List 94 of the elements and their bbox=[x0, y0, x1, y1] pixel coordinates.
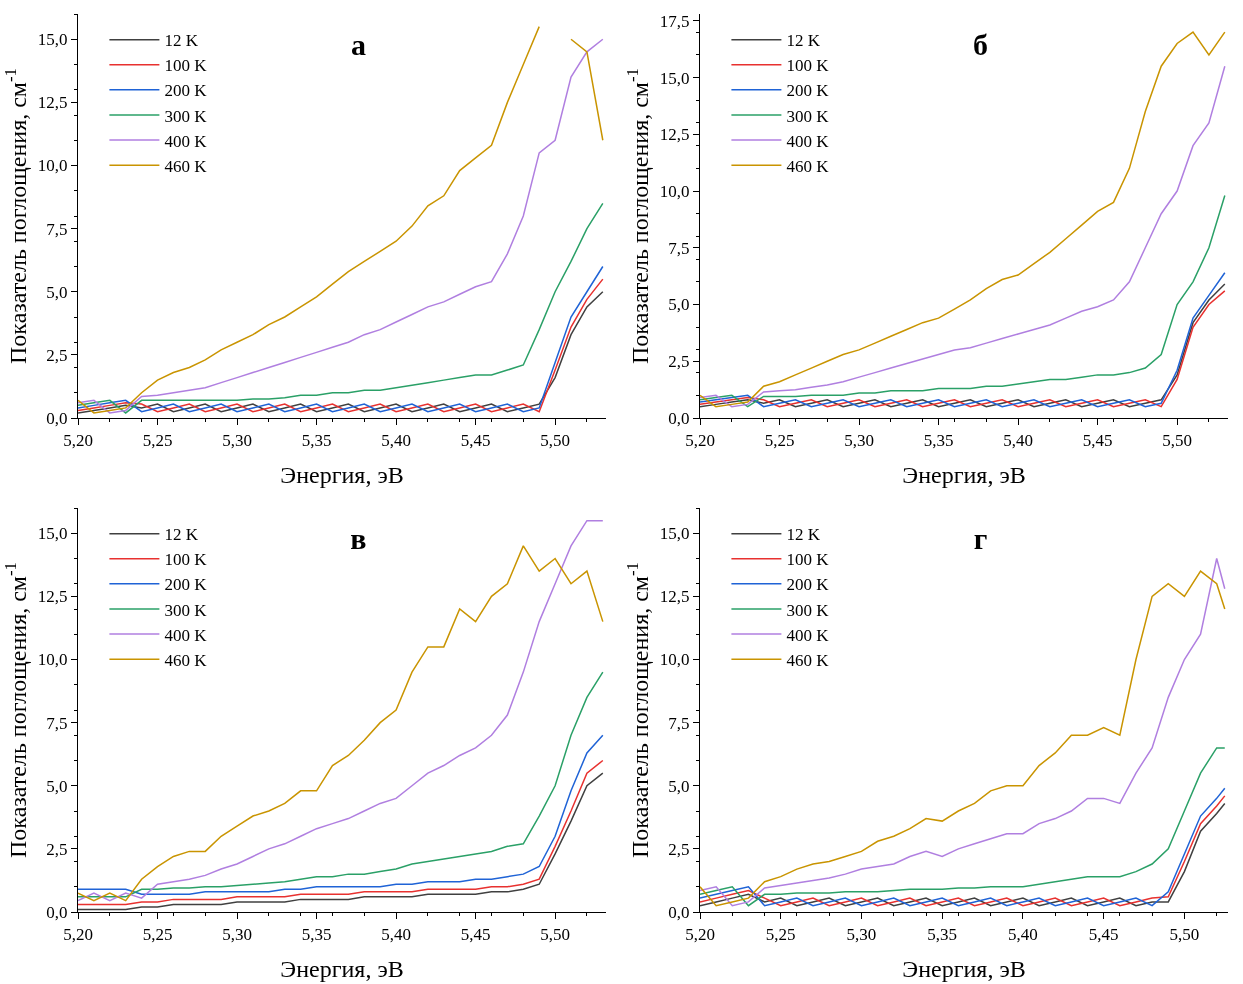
legend-label: 100 K bbox=[164, 550, 208, 570]
x-tick-label: 5,20 bbox=[63, 924, 93, 944]
y-tick-label: 5,0 bbox=[46, 282, 68, 302]
legend-label: 12 K bbox=[786, 31, 821, 51]
legend-label: 12 K bbox=[786, 525, 821, 545]
x-tick-label: 5,35 bbox=[923, 430, 954, 450]
y-tick-label: 10,0 bbox=[659, 181, 690, 201]
y-tick-label: 15,0 bbox=[37, 524, 68, 544]
y-tick-label: 12,5 bbox=[659, 125, 690, 145]
legend-label: 300 K bbox=[164, 106, 208, 126]
y-tick-label: 12,5 bbox=[37, 93, 68, 113]
y-tick-label: 7,5 bbox=[668, 238, 690, 258]
x-tick-label: 5,35 bbox=[927, 924, 958, 944]
y-tick-label: 2,5 bbox=[46, 839, 68, 859]
legend-label: 100 K bbox=[786, 56, 830, 76]
y-tick-label: 0,0 bbox=[668, 408, 690, 428]
x-tick-label: 5,45 bbox=[460, 430, 491, 450]
x-tick-label: 5,40 bbox=[1003, 430, 1033, 450]
legend-label: 200 K bbox=[786, 81, 830, 101]
legend-label: 460 K bbox=[786, 650, 830, 670]
line-series bbox=[700, 194, 1226, 408]
x-tick-label: 5,40 bbox=[381, 430, 411, 450]
line-series bbox=[78, 671, 604, 898]
x-tick-label: 5,20 bbox=[685, 430, 715, 450]
x-tick-label: 5,30 bbox=[846, 924, 877, 944]
x-axis-title: Энергия, эВ bbox=[902, 956, 1026, 982]
y-tick-label: 10,0 bbox=[37, 156, 68, 176]
legend-label: 400 K bbox=[164, 625, 208, 645]
y-tick-label: 7,5 bbox=[668, 713, 690, 733]
text: а bbox=[350, 28, 366, 62]
line-series bbox=[78, 202, 604, 414]
legend-label: 100 K bbox=[164, 56, 208, 76]
x-tick-label: 5,35 bbox=[301, 430, 332, 450]
x-tick-label: 5,35 bbox=[301, 924, 332, 944]
x-tick-label: 5,25 bbox=[142, 430, 173, 450]
x-tick-label: 5,20 bbox=[685, 924, 715, 944]
y-tick-label: 5,0 bbox=[668, 776, 690, 796]
x-axis-title: Энергия, эВ bbox=[280, 462, 404, 488]
legend-label: 400 K bbox=[164, 131, 208, 151]
x-axis-title: Энергия, эВ bbox=[280, 956, 404, 982]
legend-label: 400 K bbox=[786, 131, 830, 151]
y-tick-label: 12,5 bbox=[659, 587, 690, 607]
text: г bbox=[973, 522, 988, 556]
y-tick-label: 15,0 bbox=[37, 30, 68, 50]
x-tick-label: 5,30 bbox=[222, 924, 252, 944]
x-axis-title: Энергия, эВ bbox=[902, 462, 1026, 488]
y-tick-label: 7,5 bbox=[46, 713, 68, 733]
line-series bbox=[700, 747, 1226, 907]
x-tick-label: 5,25 bbox=[142, 924, 173, 944]
legend-label: 100 K bbox=[786, 550, 830, 570]
legend-label: 460 K bbox=[164, 156, 208, 176]
y-tick-label: 2,5 bbox=[46, 345, 68, 365]
legend-label: 400 K bbox=[786, 625, 830, 645]
y-tick-label: 17,5 bbox=[659, 11, 690, 31]
y-tick-label: 15,0 bbox=[659, 68, 690, 88]
legend-label: 12 K bbox=[164, 31, 199, 51]
x-tick-label: 5,20 bbox=[63, 430, 93, 450]
legend-label: 300 K bbox=[786, 106, 830, 126]
y-tick-label: 5,0 bbox=[668, 295, 690, 315]
text: в bbox=[350, 522, 367, 556]
legend-label: 460 K bbox=[164, 650, 208, 670]
y-tick-label: 0,0 bbox=[46, 902, 68, 922]
x-tick-label: 5,25 bbox=[765, 924, 796, 944]
legend-label: 300 K bbox=[164, 600, 208, 620]
x-tick-label: 5,45 bbox=[1088, 924, 1119, 944]
legend-label: 12 K bbox=[164, 525, 199, 545]
x-tick-label: 5,50 bbox=[1162, 430, 1192, 450]
y-tick-label: 10,0 bbox=[37, 650, 68, 670]
legend-label: 200 K bbox=[164, 575, 208, 595]
y-tick-label: 5,0 bbox=[46, 776, 68, 796]
x-tick-label: 5,50 bbox=[1169, 924, 1200, 944]
y-tick-label: 7,5 bbox=[46, 219, 68, 239]
legend-label: 300 K bbox=[786, 600, 830, 620]
text: б bbox=[972, 28, 988, 62]
line-series bbox=[78, 734, 604, 896]
legend-label: 200 K bbox=[786, 575, 830, 595]
x-tick-label: 5,50 bbox=[540, 430, 570, 450]
legend-label: 200 K bbox=[164, 81, 208, 101]
x-tick-label: 5,45 bbox=[460, 924, 491, 944]
x-tick-label: 5,25 bbox=[764, 430, 795, 450]
y-tick-label: 2,5 bbox=[668, 839, 690, 859]
x-tick-label: 5,45 bbox=[1082, 430, 1113, 450]
x-tick-label: 5,30 bbox=[844, 430, 874, 450]
x-tick-label: 5,30 bbox=[222, 430, 252, 450]
y-tick-label: 10,0 bbox=[659, 650, 690, 670]
legend-label: 460 K bbox=[786, 156, 830, 176]
x-tick-label: 5,40 bbox=[381, 924, 411, 944]
y-tick-label: 2,5 bbox=[668, 352, 690, 372]
x-tick-label: 5,50 bbox=[540, 924, 570, 944]
y-tick-label: 0,0 bbox=[668, 902, 690, 922]
y-tick-label: 15,0 bbox=[659, 524, 690, 544]
y-tick-label: 12,5 bbox=[37, 587, 68, 607]
y-tick-label: 0,0 bbox=[46, 408, 68, 428]
x-tick-label: 5,40 bbox=[1008, 924, 1038, 944]
